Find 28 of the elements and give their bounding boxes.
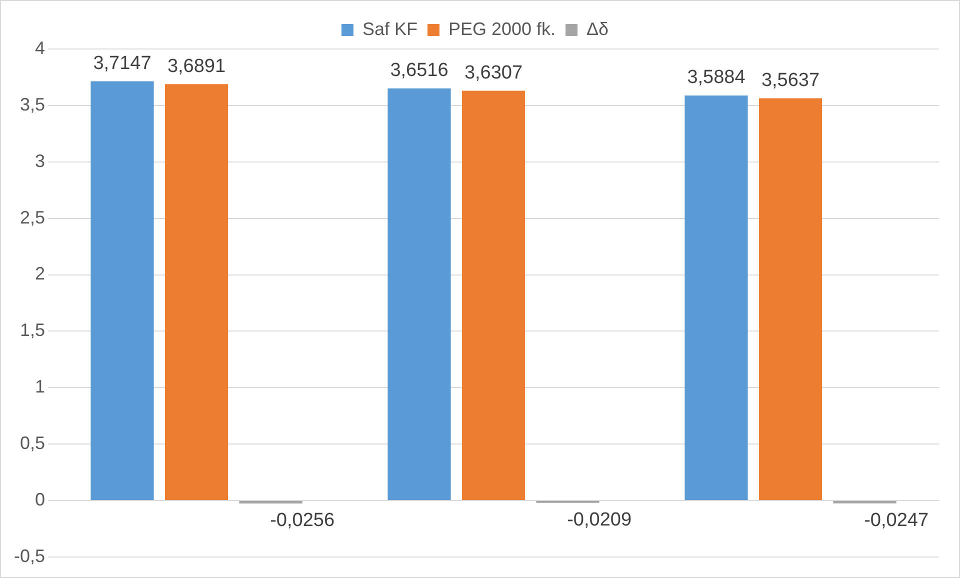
y-tick-label: 3,5 (20, 94, 46, 114)
data-label: 3,7147 (93, 52, 152, 74)
y-tick-label: 4 (35, 38, 46, 58)
data-label: 3,5884 (687, 67, 746, 88)
bar (462, 90, 526, 500)
data-label: -0,0209 (567, 510, 632, 531)
legend-label: Δδ (586, 18, 609, 39)
y-tick-label: 2 (35, 264, 46, 284)
data-label: 3,6891 (167, 56, 226, 77)
y-tick-label: 0 (35, 490, 46, 510)
data-label: 3,5637 (761, 70, 820, 91)
bar (164, 84, 228, 500)
legend-label: Saf KF (362, 18, 418, 39)
bar (90, 81, 154, 500)
y-tick-label: 1,5 (20, 320, 46, 340)
data-label: -0,0247 (864, 510, 929, 532)
bar (684, 95, 748, 500)
y-tick-label: 3 (35, 150, 46, 171)
data-label: 3,6516 (390, 60, 448, 82)
bar (388, 88, 451, 500)
legend-label: PEG 2000 fk. (448, 18, 556, 39)
bar (758, 98, 822, 500)
y-tick-label: -0,5 (14, 546, 46, 566)
data-label: 3,6307 (464, 62, 523, 84)
y-tick-label: 0,5 (20, 433, 46, 454)
y-tick-label: 2,5 (20, 207, 46, 228)
data-label: -0,0256 (270, 510, 335, 532)
y-tick-label: 1 (35, 376, 46, 397)
